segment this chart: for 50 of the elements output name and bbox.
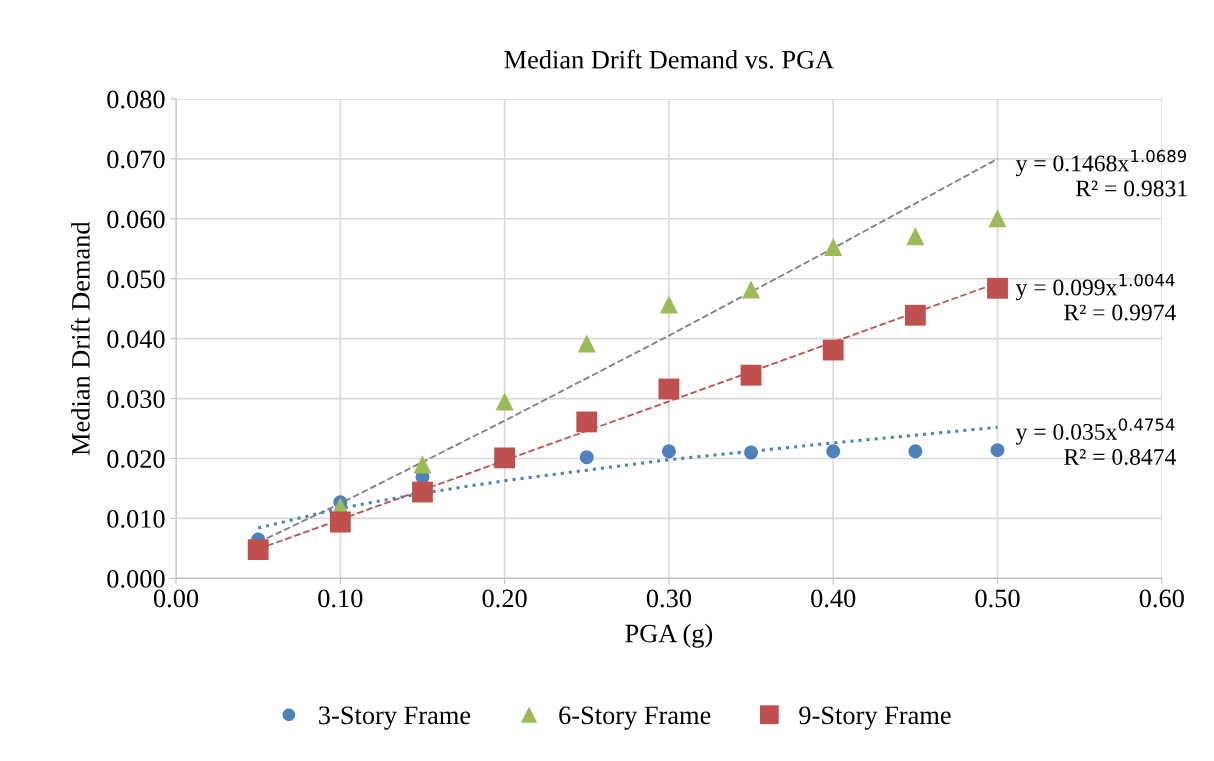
y-tick-label: 0.010 [107,510,165,528]
point [413,455,432,474]
point [908,444,923,459]
point [826,444,841,459]
point [740,364,762,386]
point [412,481,433,503]
point [658,378,680,400]
point [576,411,598,433]
legend-label: 3-Story Frame [319,706,471,730]
point [906,227,925,246]
x-tick-label: 0.00 [153,589,199,608]
annotation: y = 0.1468x$^{1.0689}$ R² = 0.9831 [1015,149,1187,197]
y-axis-title: Median Drift Demand [70,221,90,456]
point [742,280,761,299]
y-tick-label: 0.070 [107,150,165,169]
x-axis-title: PGA (g) [625,623,713,648]
chart-title: Median Drift Demand vs. PGA [504,49,834,69]
line-series [256,425,1000,530]
point [495,392,514,411]
point [987,277,1008,299]
x-tick-label: 0.10 [318,589,363,608]
y-tick-label: 0.040 [107,330,165,349]
y-tick-label: 0.030 [107,390,165,409]
annotation: y = 0.099x$^{1.0044}$ R² = 0.9974 [1015,273,1176,321]
x-tick-label: 0.60 [1139,589,1184,608]
annotation: y = 0.035x$^{0.4754}$ R² = 0.8474 [1015,418,1176,465]
point [494,447,516,469]
point [988,209,1007,228]
point [990,443,1005,458]
x-tick-label: 0.20 [482,589,527,608]
point [904,304,926,326]
point [577,334,596,353]
point [247,539,269,561]
point [824,237,843,256]
x-tick-label: 0.40 [811,589,856,608]
point [661,444,676,459]
y-tick-label: 0.060 [107,210,165,229]
point [579,450,594,465]
y-tick-label: 0.000 [107,569,165,588]
point [659,295,678,314]
point [822,339,844,361]
y-tick-label: 0.080 [107,90,165,109]
point [329,511,351,533]
legend-label: 6-Story Frame [559,706,711,730]
x-tick-label: 0.50 [975,589,1020,608]
y-tick-label: 0.050 [107,270,165,289]
x-tick-label: 0.30 [646,589,691,608]
y-tick-label: 0.020 [107,450,165,469]
point [744,445,759,460]
legend-label: 9-Story Frame [799,706,951,730]
